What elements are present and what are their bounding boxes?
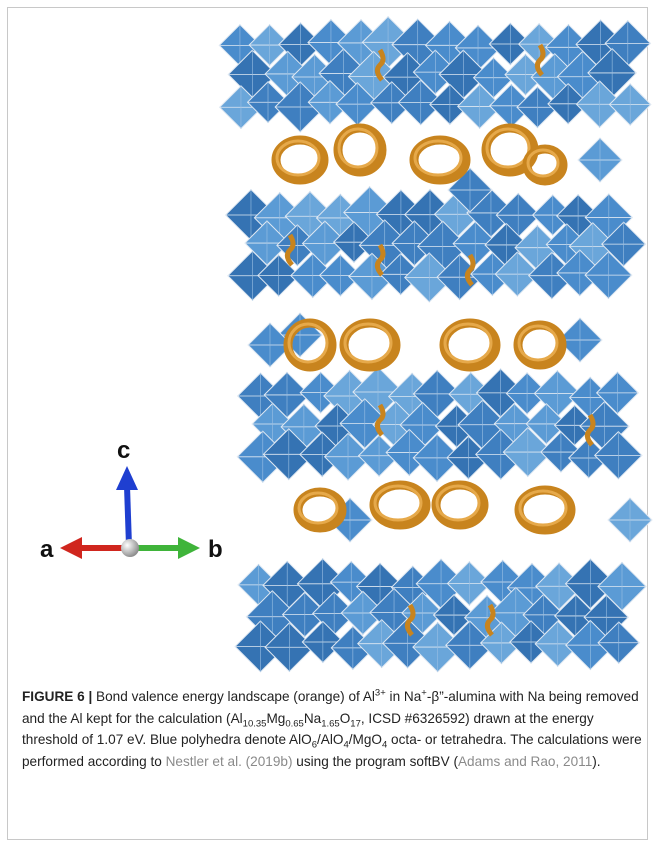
isosurface-highlight (339, 129, 377, 167)
caption-text: Mg (266, 711, 285, 726)
caption-text: in Na (386, 689, 422, 704)
caption-sub: 17 (350, 718, 361, 729)
caption-text: Bond valence energy landscape (orange) o… (92, 689, 375, 704)
isosurface-highlight (375, 486, 421, 520)
caption-text: using the program softBV ( (293, 754, 458, 769)
caption-label: FIGURE 6 | (22, 689, 92, 704)
caption-sub: 0.65 (285, 718, 304, 729)
caption-link[interactable]: Nestler et al. (2019b) (166, 754, 293, 769)
axis-label-a: a (40, 536, 54, 563)
axis-triad: a b c (40, 437, 223, 563)
axis-a-head (60, 537, 82, 559)
figure-caption: FIGURE 6 | Bond valence energy landscape… (22, 686, 642, 772)
isosurface-highlight (487, 129, 529, 167)
isosurface-highlight (437, 486, 479, 520)
caption-text: /MgO (349, 732, 382, 747)
axis-b-head (178, 537, 200, 559)
isosurface-highlight (519, 326, 557, 360)
caption-sup: 3+ (375, 687, 386, 698)
axis-origin (121, 539, 139, 557)
caption-text: ). (592, 754, 600, 769)
caption-text: O (340, 711, 351, 726)
isosurface-highlight (445, 324, 491, 362)
caption-text: /AlO (317, 732, 343, 747)
structure-image: a b c (0, 0, 657, 680)
isosurface-highlight (520, 491, 566, 525)
isosurface-highlight (299, 493, 337, 523)
caption-link[interactable]: Adams and Rao, 2011 (458, 754, 592, 769)
axis-c-shaft (127, 486, 129, 546)
isosurface-highlight (345, 324, 391, 362)
page: html, body { margin: 0; padding: 0; back… (0, 0, 657, 849)
caption-text: Na (304, 711, 321, 726)
page-body: {"figure": { "axes": {"a": "a", "b": "b"… (0, 0, 657, 849)
axis-c-head (116, 466, 138, 490)
isosurface-highlight (277, 141, 319, 175)
caption-sub: 10.35 (243, 718, 267, 729)
crystal-structure (219, 17, 652, 672)
axis-label-b: b (208, 536, 223, 563)
caption-sub: 1.65 (321, 718, 340, 729)
axis-label-c: c (117, 437, 130, 464)
isosurface-highlight (415, 141, 461, 175)
